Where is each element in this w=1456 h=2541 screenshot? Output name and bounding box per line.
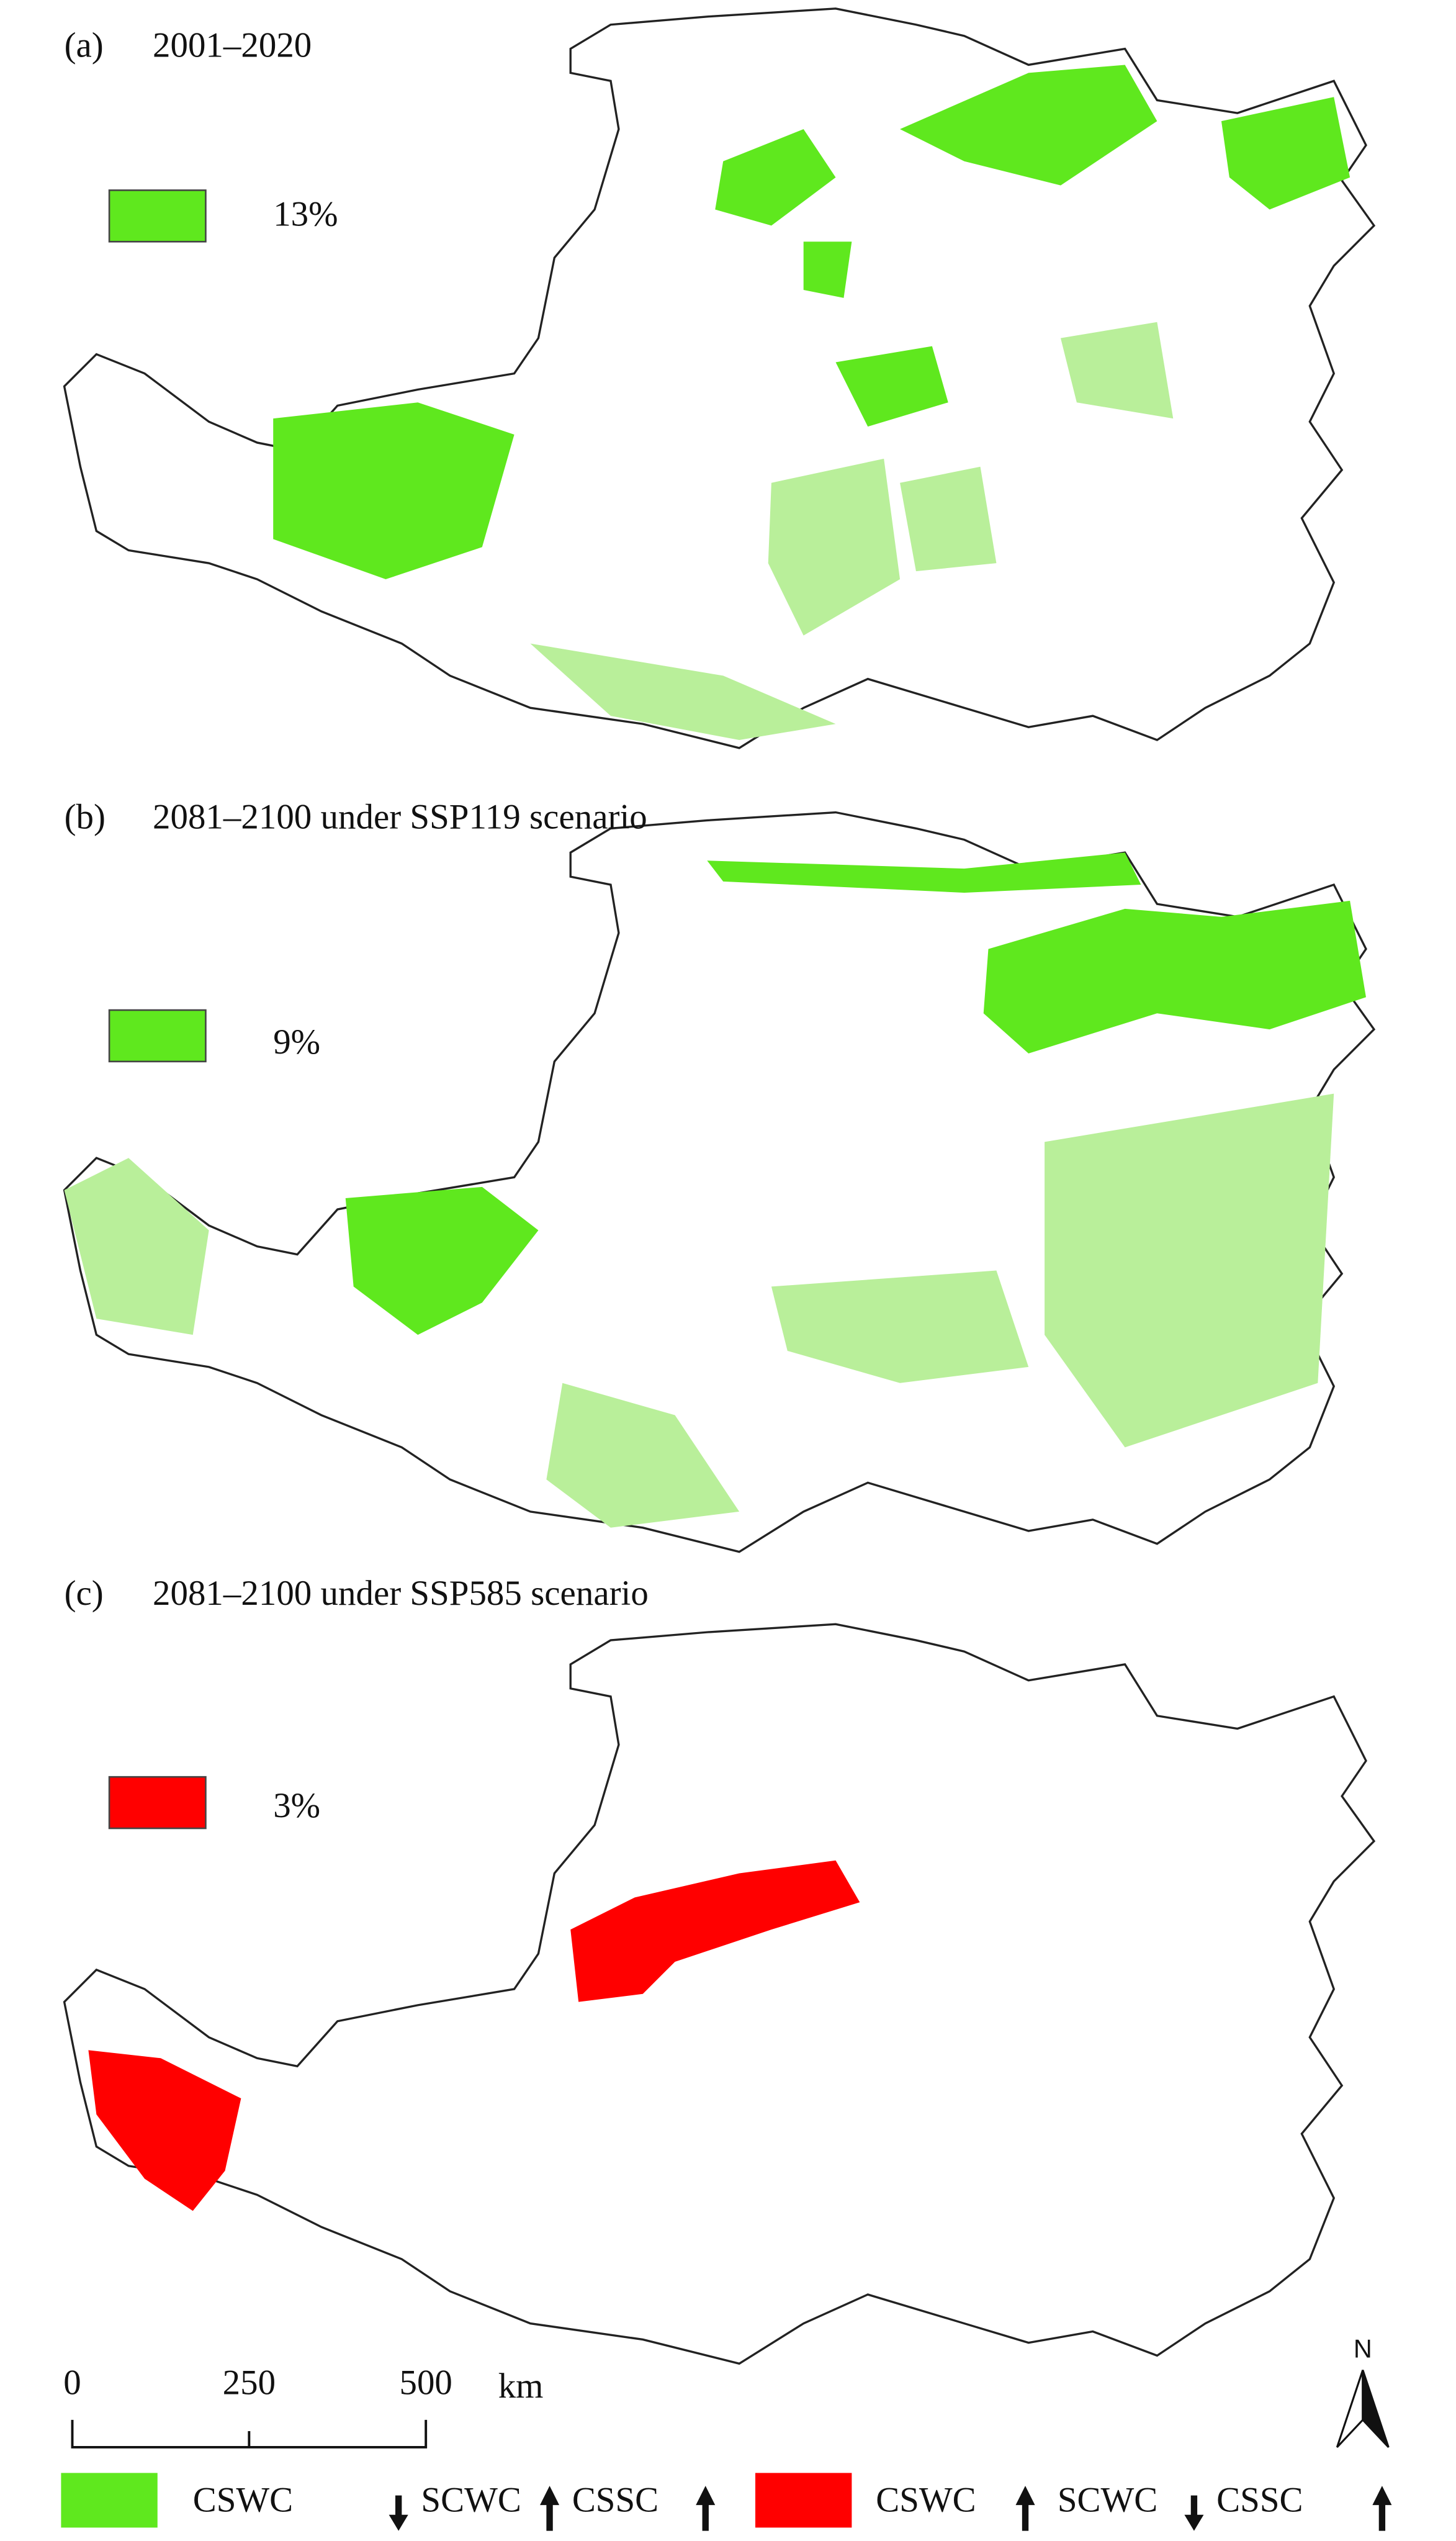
scale-bar: 0 250 500 km <box>63 2363 544 2448</box>
north-arrow: N <box>1336 2334 1390 2448</box>
legend-item: SCWC <box>421 2481 521 2520</box>
scale-line <box>71 2419 428 2448</box>
legend-item: CSWC <box>876 2481 976 2520</box>
legend-swatch <box>108 189 207 243</box>
legend-swatch <box>108 1776 207 1830</box>
panel-label: (c) <box>65 1574 104 1613</box>
panel-b: (b) 2081–2100 under SSP119 scenario 9% <box>63 798 1375 1553</box>
down-arrow <box>389 2495 408 2531</box>
green-areas <box>64 852 1366 1528</box>
down-arrow <box>1184 2495 1204 2531</box>
bottom-legend: CSWC SCWC CSSC CSWC SCWC CSSC <box>61 2473 1392 2531</box>
scale-tick-label: 250 <box>223 2363 276 2403</box>
up-arrow <box>540 2486 560 2531</box>
legend-swatch <box>61 2473 158 2528</box>
panel-label: (a) <box>65 26 104 65</box>
legend-item: SCWC <box>1058 2481 1157 2520</box>
legend-item: CSWC <box>193 2481 293 2520</box>
green-areas <box>273 65 1350 740</box>
map-outline <box>63 7 1375 749</box>
panel-title: 2001–2020 <box>153 26 312 65</box>
panel-label: (b) <box>65 798 106 837</box>
scale-tick-label: 0 <box>63 2363 81 2403</box>
legend-swatch <box>108 1009 207 1063</box>
legend-item: CSSC <box>572 2481 658 2520</box>
north-label: N <box>1354 2334 1372 2363</box>
legend-value: 3% <box>273 1786 320 1825</box>
up-arrow <box>696 2486 716 2531</box>
legend-swatch <box>755 2473 852 2528</box>
legend-value: 9% <box>273 1022 320 1062</box>
legend-item: CSSC <box>1216 2481 1303 2520</box>
panel-c: (c) 2081–2100 under SSP585 scenario 3% <box>63 1574 1375 2365</box>
map-outline <box>63 1623 1375 2365</box>
red-areas <box>88 1860 860 2211</box>
scale-unit: km <box>498 2367 544 2406</box>
legend-value: 13% <box>273 195 338 234</box>
panel-a: (a) 2001–2020 13% <box>63 7 1375 749</box>
scale-tick-label: 500 <box>399 2363 452 2403</box>
panel-title: 2081–2100 under SSP585 scenario <box>153 1574 649 1613</box>
up-arrow <box>1372 2486 1392 2531</box>
panel-title: 2081–2100 under SSP119 scenario <box>153 798 647 837</box>
up-arrow <box>1015 2486 1035 2531</box>
